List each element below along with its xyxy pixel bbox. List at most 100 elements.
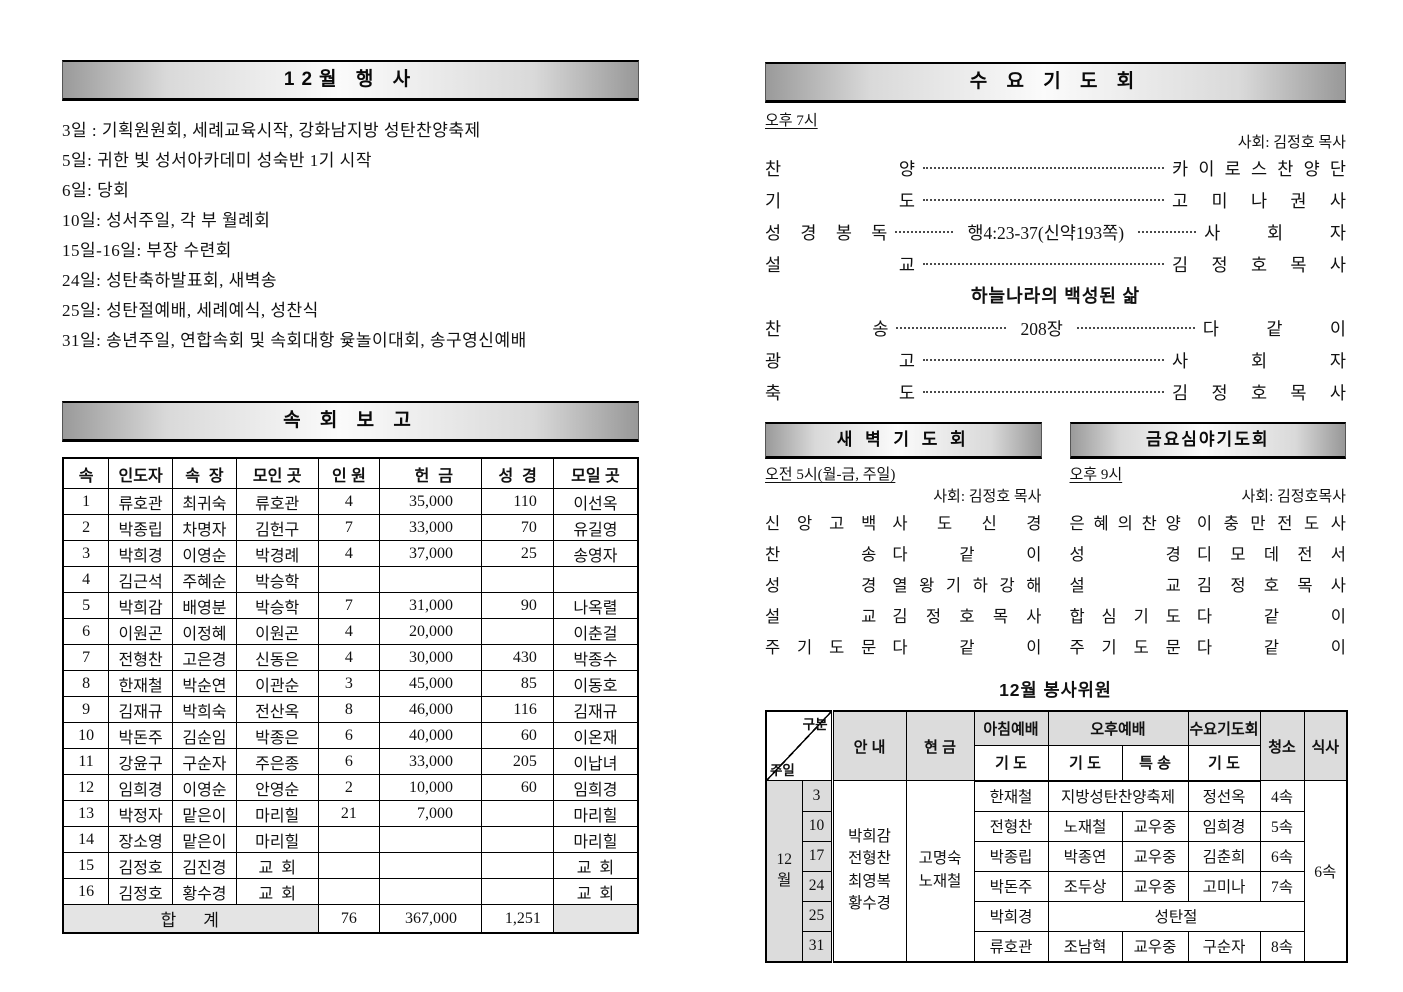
table-row: 2 박종립 차명자 김헌구 7 33,000 70 유길영 — [62, 514, 639, 541]
table-row: 8 한재철 박순연 이관순 3 45,000 85 이동호 — [62, 670, 639, 697]
table-cell — [552, 566, 639, 593]
table-cell: 이정혜 — [172, 618, 237, 645]
friday-section-header: 금요심야기도회 — [1069, 422, 1346, 459]
event-item: 6일: 당회 — [62, 181, 130, 200]
afternoon-prayer-cell: 조두상 — [1047, 870, 1123, 902]
dawn-section-header: 새 벽 기 도 회 — [765, 422, 1042, 459]
header-cleaning: 청소 — [1259, 710, 1305, 781]
date-cell: 31 — [801, 930, 834, 962]
guide-names: 박희감 전형찬 최영복 황수경 — [831, 780, 907, 962]
table-cell: 4 — [317, 644, 381, 671]
volunteers-title: 12월 봉사위원 — [999, 680, 1112, 700]
table-cell — [317, 878, 381, 905]
wednesday-moderator: 사회: 김정호 목사 — [1237, 135, 1346, 151]
cleaning-cell: 6속 — [1259, 840, 1305, 872]
table-cell: 교 회 — [552, 852, 639, 879]
table-cell: 60 — [481, 722, 554, 749]
table-cell: 차명자 — [172, 514, 237, 541]
wednesday-prayer-cell: 임희경 — [1187, 810, 1261, 842]
wednesday-time: 오후 7시 — [765, 113, 818, 129]
table-cell: 이영순 — [172, 540, 237, 567]
table-cell: 전형찬 — [108, 644, 174, 671]
subheader-prayer: 기 도 — [973, 745, 1049, 782]
table-cell: 430 — [481, 644, 554, 671]
christmas-span-cell: 성탄절 — [1047, 900, 1305, 932]
table-cell: 박정자 — [108, 800, 174, 827]
morning-prayer-cell: 박돈주 — [973, 870, 1049, 902]
total-empty — [552, 904, 639, 934]
table-cell: 이납녀 — [552, 748, 639, 775]
table-cell: 205 — [481, 748, 554, 775]
table-cell: 안영순 — [235, 774, 319, 801]
table-cell: 60 — [481, 774, 554, 801]
table-cell: 7 — [62, 644, 110, 671]
table-cell: 이영순 — [172, 774, 237, 801]
table-cell: 전산옥 — [235, 696, 319, 723]
table-cell: 33,000 — [379, 514, 482, 541]
special-song-cell: 교우중 — [1121, 810, 1189, 842]
scripture-reference: 행4:23-37(신약193쪽) — [967, 222, 1125, 243]
hymn-number: 208장 — [1020, 318, 1063, 339]
cleaning-cell: 4속 — [1259, 780, 1305, 812]
table-cell: 맡은이 — [172, 826, 237, 853]
date-cell: 25 — [801, 900, 834, 932]
col-header: 속 장 — [172, 457, 237, 489]
table-cell: 6 — [317, 722, 381, 749]
dotted-leader — [923, 199, 1164, 201]
table-cell: 박종은 — [235, 722, 319, 749]
table-cell: 6 — [317, 748, 381, 775]
volunteers-row-25: 25 박희경 성탄절 — [766, 900, 1347, 932]
table-cell: 김정호 — [108, 852, 174, 879]
table-cell: 85 — [481, 670, 554, 697]
table-cell: 16 — [62, 878, 110, 905]
wednesday-section-header: 수 요 기 도 회 — [765, 62, 1346, 103]
sokhoe-total-row: 합 계 76 367,000 1,251 — [62, 904, 639, 934]
sokhoe-table-body: 1 류호관 최귀숙 류호관 4 35,000 110 이선옥 2 박종립 차명자 김헌구 7 33,000… — [62, 488, 639, 905]
table-cell: 장소영 — [108, 826, 174, 853]
table-cell: 박경례 — [235, 540, 319, 567]
table-cell — [379, 878, 482, 905]
table-cell: 이선옥 — [552, 488, 639, 515]
table-row: 14 장소영 맡은이 마리힐 마리힐 — [62, 826, 639, 853]
table-row: 7 전형찬 고은경 신동은 4 30,000 430 박종수 — [62, 644, 639, 671]
table-cell: 2 — [317, 774, 381, 801]
date-cell: 10 — [801, 810, 834, 842]
table-cell: 4 — [62, 566, 110, 593]
table-cell: 35,000 — [379, 488, 482, 515]
date-cell: 17 — [801, 840, 834, 872]
total-bible: 1,251 — [481, 904, 554, 934]
wednesday-prayer-cell: 정선옥 — [1187, 780, 1261, 812]
volunteers-header-row1: 구분 주일 안 내 현 금 아침예배 오후예배 수요기도회 청소 식사 — [765, 710, 1348, 781]
special-song-cell: 교우중 — [1121, 840, 1189, 872]
table-cell: 배영분 — [172, 592, 237, 619]
corner-header-cell: 구분 주일 — [765, 710, 834, 781]
table-cell: 15 — [62, 852, 110, 879]
subheader-prayer: 기 도 — [1047, 745, 1123, 782]
table-cell: 구순자 — [172, 748, 237, 775]
